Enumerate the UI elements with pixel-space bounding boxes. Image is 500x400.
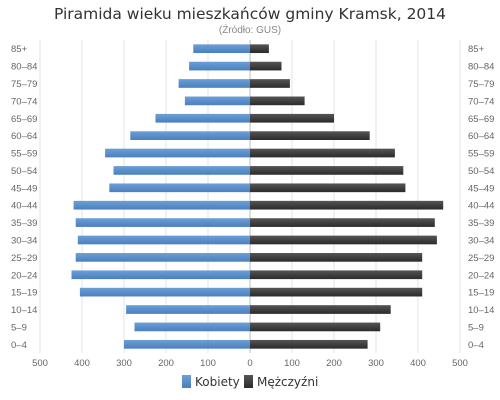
y-tick-label-right: 70–74 — [468, 96, 494, 107]
bar-kobiety-45-49[interactable] — [109, 183, 250, 193]
axis-labels: 500 400 300 200 100 0 100 200 300 400 500 85+ 85+ 80–… — [11, 44, 494, 369]
y-tick-label-right: 85+ — [468, 44, 485, 55]
y-tick-label-right: 40–44 — [468, 201, 494, 212]
bars — [71, 44, 444, 349]
y-tick-label-right: 35–39 — [468, 218, 494, 229]
y-tick-label-left: 30–34 — [11, 235, 37, 246]
y-tick-label-left: 10–14 — [11, 305, 37, 316]
y-tick-label-left: 60–64 — [11, 131, 37, 142]
chart-title: Piramida wieku mieszkańców gminy Kramsk,… — [54, 5, 446, 23]
y-tick-label-left: 85+ — [11, 44, 28, 55]
y-tick-label-right: 50–54 — [468, 166, 494, 177]
bar-kobiety-50-54[interactable] — [113, 166, 251, 175]
y-tick-label-left: 65–69 — [11, 114, 37, 125]
bar-kobiety-40-44[interactable] — [73, 200, 250, 210]
y-tick-label-right: 80–84 — [468, 62, 494, 73]
y-tick-label-left: 25–29 — [11, 253, 37, 264]
y-tick-label-right: 25–29 — [468, 253, 494, 264]
y-tick-label-right: 55–59 — [468, 149, 494, 160]
bar-mezczyzni-20-24[interactable] — [250, 270, 423, 280]
bar-mezczyzni-60-64[interactable] — [250, 131, 370, 140]
x-tick-label: 200 — [158, 358, 174, 369]
bar-mezczyzni-50-54[interactable] — [250, 166, 404, 175]
x-tick-label: 100 — [200, 358, 216, 369]
bar-mezczyzni-35-39[interactable] — [250, 218, 435, 227]
bar-kobiety-10-14[interactable] — [126, 305, 250, 314]
bar-kobiety-5-9[interactable] — [134, 322, 251, 332]
bar-mezczyzni-30-34[interactable] — [250, 235, 437, 245]
y-tick-label-left: 80–84 — [11, 62, 37, 73]
y-tick-label-left: 20–24 — [11, 270, 37, 281]
legend-swatch-kobiety[interactable] — [182, 375, 191, 388]
y-tick-label-right: 65–69 — [468, 114, 494, 125]
y-tick-label-left: 0–4 — [11, 340, 27, 351]
bar-kobiety-70-74[interactable] — [184, 96, 250, 106]
bar-mezczyzni-75-79[interactable] — [250, 79, 290, 88]
bar-mezczyzni-70-74[interactable] — [250, 96, 305, 106]
grid — [39, 40, 461, 353]
legend-label-kobiety[interactable]: Kobiety — [195, 375, 240, 389]
y-tick-label-right: 75–79 — [468, 79, 494, 90]
y-tick-label-right: 15–19 — [468, 288, 494, 299]
bar-kobiety-0-4[interactable] — [124, 339, 250, 349]
legend[interactable]: Kobiety Mężczyźni — [182, 375, 318, 389]
y-tick-label-left: 45–49 — [11, 183, 37, 194]
y-tick-label-right: 0–4 — [468, 340, 484, 351]
x-tick-label: 500 — [452, 358, 468, 369]
bar-kobiety-15-19[interactable] — [79, 287, 251, 297]
y-tick-label-left: 40–44 — [11, 201, 37, 212]
y-tick-label-left: 15–19 — [11, 288, 37, 299]
x-tick-label: 400 — [410, 358, 426, 369]
bar-kobiety-20-24[interactable] — [71, 270, 251, 280]
bar-mezczyzni-65-69[interactable] — [250, 113, 334, 123]
x-tick-label: 300 — [368, 358, 384, 369]
bar-kobiety-35-39[interactable] — [75, 218, 250, 227]
bar-mezczyzni-5-9[interactable] — [250, 322, 381, 332]
y-tick-label-left: 50–54 — [11, 166, 37, 177]
bar-kobiety-65-69[interactable] — [155, 113, 251, 123]
y-tick-label-right: 30–34 — [468, 235, 494, 246]
bar-mezczyzni-15-19[interactable] — [250, 287, 423, 297]
y-tick-label-left: 70–74 — [11, 96, 37, 107]
legend-swatch-mezczyzni[interactable] — [244, 375, 253, 388]
bar-kobiety-85[interactable] — [193, 44, 250, 54]
bar-mezczyzni-55-59[interactable] — [250, 148, 395, 158]
x-tick-label: 0 — [247, 358, 252, 369]
bar-mezczyzni-0-4[interactable] — [250, 339, 368, 349]
y-tick-label-left: 75–79 — [11, 79, 37, 90]
y-tick-label-right: 20–24 — [468, 270, 494, 281]
x-tick-label: 300 — [116, 358, 132, 369]
y-tick-label-left: 55–59 — [11, 149, 37, 160]
chart-subtitle: (Źródło: GUS) — [219, 23, 281, 36]
bar-mezczyzni-40-44[interactable] — [250, 200, 444, 210]
x-tick-label: 200 — [326, 358, 342, 369]
y-tick-label-right: 45–49 — [468, 183, 494, 194]
x-tick-label: 500 — [32, 358, 48, 369]
bar-kobiety-55-59[interactable] — [105, 148, 250, 158]
y-tick-label-right: 5–9 — [468, 322, 484, 333]
bar-mezczyzni-80-84[interactable] — [250, 61, 282, 71]
x-tick-label: 400 — [74, 358, 90, 369]
bar-mezczyzni-25-29[interactable] — [250, 253, 423, 262]
bar-kobiety-75-79[interactable] — [178, 79, 250, 88]
bar-kobiety-30-34[interactable] — [77, 235, 250, 245]
legend-label-mezczyzni[interactable]: Mężczyźni — [257, 375, 318, 389]
y-tick-label-left: 5–9 — [11, 322, 27, 333]
bar-mezczyzni-45-49[interactable] — [250, 183, 406, 193]
y-tick-label-left: 35–39 — [11, 218, 37, 229]
bar-mezczyzni-10-14[interactable] — [250, 305, 391, 314]
bar-mezczyzni-85[interactable] — [250, 44, 269, 54]
bar-kobiety-25-29[interactable] — [75, 253, 250, 262]
bar-kobiety-60-64[interactable] — [130, 131, 250, 140]
bar-kobiety-80-84[interactable] — [189, 61, 250, 71]
y-tick-label-right: 60–64 — [468, 131, 494, 142]
x-tick-label: 100 — [284, 358, 300, 369]
y-tick-label-right: 10–14 — [468, 305, 494, 316]
